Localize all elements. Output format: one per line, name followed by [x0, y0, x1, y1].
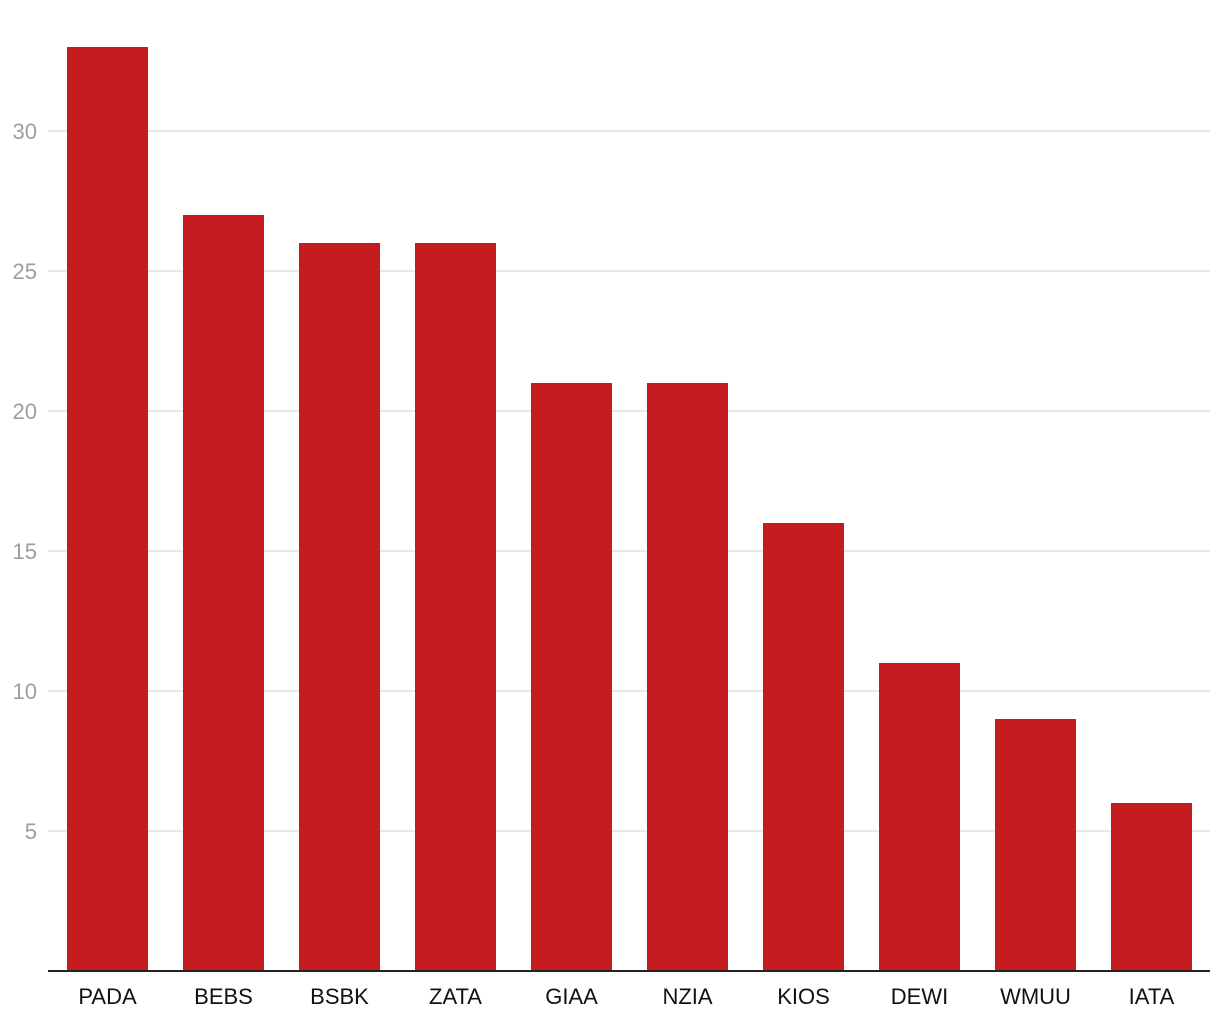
x-tick-label: BEBS — [194, 984, 253, 1009]
bar-wmuu — [995, 719, 1076, 971]
y-tick-label: 25 — [13, 259, 37, 284]
x-tick-label: GIAA — [545, 984, 598, 1009]
bar-bebs — [183, 215, 264, 971]
x-tick-label: WMUU — [1000, 984, 1071, 1009]
bar-kios — [763, 523, 844, 971]
y-tick-label: 20 — [13, 399, 37, 424]
bars — [67, 47, 1192, 971]
x-tick-label: NZIA — [662, 984, 712, 1009]
bar-zata — [415, 243, 496, 971]
x-tick-label: DEWI — [891, 984, 948, 1009]
y-tick-label: 30 — [13, 119, 37, 144]
x-axis-ticks: PADA BEBS BSBK ZATA GIAA NZIA KIOS DEWI WMUU IATA — [78, 984, 1174, 1009]
bar-pada — [67, 47, 148, 971]
x-tick-label: IATA — [1129, 984, 1175, 1009]
bar-nzia — [647, 383, 728, 971]
y-tick-label: 5 — [25, 819, 37, 844]
bar-iata — [1111, 803, 1192, 971]
y-axis-ticks: 5 10 15 20 25 30 — [13, 119, 37, 844]
bar-giaa — [531, 383, 612, 971]
x-tick-label: PADA — [78, 984, 137, 1009]
bar-dewi — [879, 663, 960, 971]
x-tick-label: BSBK — [310, 984, 369, 1009]
bar-bsbk — [299, 243, 380, 971]
x-tick-label: ZATA — [429, 984, 482, 1009]
y-tick-label: 10 — [13, 679, 37, 704]
y-tick-label: 15 — [13, 539, 37, 564]
x-tick-label: KIOS — [777, 984, 830, 1009]
